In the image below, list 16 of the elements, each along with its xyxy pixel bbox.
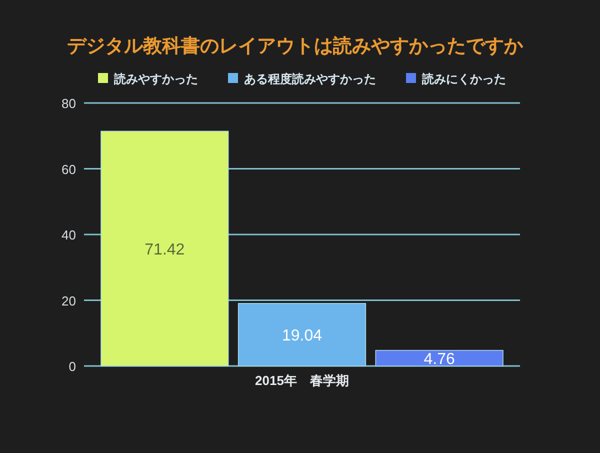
bar xyxy=(238,303,366,366)
data-label: 71.42 xyxy=(144,242,185,259)
y-tick-label: 80 xyxy=(62,96,76,111)
y-tick-label: 20 xyxy=(62,293,76,308)
y-tick-label: 0 xyxy=(68,359,76,374)
legend-label: 読みやすかった xyxy=(113,72,198,86)
legend-label: 読みにくかった xyxy=(421,72,506,86)
bar xyxy=(100,130,229,366)
legend-label: ある程度読みやすかった xyxy=(244,72,376,86)
y-tick-label: 40 xyxy=(62,228,76,242)
chart-title: デジタル教科書のレイアウトは読みやすかったですか xyxy=(67,35,524,57)
bar xyxy=(375,350,504,366)
data-label: 4.76 xyxy=(424,351,456,368)
data-label: 19.04 xyxy=(282,328,322,345)
y-tick-label: 60 xyxy=(62,162,76,177)
x-tick-label: 2015年 春学期 xyxy=(255,373,349,388)
